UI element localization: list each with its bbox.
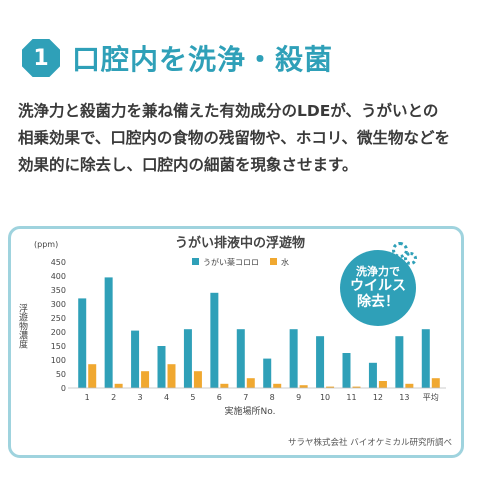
chart-title: うがい排液中の浮遊物 bbox=[175, 235, 305, 251]
y-axis-ticks: 0 50 100 150 200 250 300 350 400 450 bbox=[51, 258, 66, 393]
x-tick-label: 2 bbox=[111, 393, 116, 402]
bar-gargle bbox=[316, 336, 325, 388]
legend-swatch-water bbox=[270, 258, 277, 265]
y-tick-label: 250 bbox=[51, 314, 66, 323]
x-tick-label: 11 bbox=[346, 393, 356, 402]
bar-water bbox=[378, 381, 387, 388]
bar-water bbox=[273, 383, 282, 388]
y-tick-label: 100 bbox=[51, 356, 66, 365]
y-tick-label: 450 bbox=[51, 258, 66, 267]
y-axis-label: 浮遊物濃度 bbox=[17, 302, 28, 349]
legend: うがい薬コロロ 水 bbox=[192, 257, 289, 267]
legend-swatch-gargle bbox=[192, 258, 199, 265]
callout-line-3: 除去！ bbox=[357, 294, 399, 311]
x-tick-label: 3 bbox=[138, 393, 143, 402]
x-tick-label: 9 bbox=[296, 393, 301, 402]
x-tick-label: 8 bbox=[270, 393, 275, 402]
x-tick-label: 12 bbox=[373, 393, 383, 402]
bar-water bbox=[246, 378, 255, 388]
bars bbox=[78, 277, 440, 388]
bar-water bbox=[326, 386, 335, 388]
bar-water bbox=[220, 383, 229, 388]
y-tick-label: 300 bbox=[51, 300, 66, 309]
legend-label-gargle: うがい薬コロロ bbox=[203, 257, 259, 267]
bar-water bbox=[167, 364, 176, 388]
description-text: 洗浄力と殺菌力を兼ね備えた有効成分のLDEが、うがいとの 相乗効果で、口腔内の食… bbox=[18, 98, 468, 179]
x-axis-ticks: 1 2 3 4 5 6 7 8 9 10 11 12 13 平均 bbox=[85, 392, 439, 402]
bar-gargle bbox=[210, 292, 219, 388]
bar-gargle bbox=[368, 362, 377, 388]
y-tick-label: 0 bbox=[61, 384, 66, 393]
bar-water bbox=[141, 371, 150, 388]
x-tick-label: 6 bbox=[217, 393, 222, 402]
bar-gargle bbox=[421, 329, 430, 388]
x-tick-label: 7 bbox=[243, 393, 248, 402]
bar-gargle bbox=[342, 353, 351, 388]
section-header: 1 口腔内を洗浄・殺菌 bbox=[22, 38, 333, 78]
bar-gargle bbox=[263, 358, 272, 388]
bar-gargle bbox=[236, 329, 245, 388]
x-tick-label: 5 bbox=[190, 393, 195, 402]
bar-gargle bbox=[78, 298, 87, 388]
callout-badge: 洗浄力で ウイルス 除去！ bbox=[340, 250, 416, 326]
description-line: 洗浄力と殺菌力を兼ね備えた有効成分のLDEが、うがいとの bbox=[18, 102, 439, 120]
bar-water bbox=[193, 371, 202, 388]
description-line: 相乗効果で、口腔内の食物の残留物や、ホコリ、微生物などを bbox=[18, 129, 450, 147]
bar-water bbox=[431, 378, 440, 388]
y-tick-label: 400 bbox=[51, 272, 66, 281]
x-tick-label: 平均 bbox=[423, 392, 439, 402]
x-tick-label: 10 bbox=[320, 393, 330, 402]
section-title: 口腔内を洗浄・殺菌 bbox=[72, 43, 334, 76]
bar-water bbox=[405, 383, 414, 388]
description-line: 効果的に除去し、口腔内の細菌を現象させます。 bbox=[18, 156, 358, 174]
bar-gargle bbox=[104, 277, 113, 388]
callout-line-2: ウイルス bbox=[350, 278, 406, 295]
bar-gargle bbox=[289, 329, 298, 388]
x-tick-label: 4 bbox=[164, 393, 169, 402]
x-tick-label: 1 bbox=[85, 393, 90, 402]
section-number-badge: 1 bbox=[22, 39, 60, 77]
gear-icon bbox=[404, 252, 417, 265]
bar-gargle bbox=[183, 329, 192, 388]
y-tick-label: 350 bbox=[51, 286, 66, 295]
x-tick-label: 13 bbox=[399, 393, 409, 402]
source-credit: サラヤ株式会社 バイオケミカル研究所調べ bbox=[288, 438, 452, 448]
y-axis-unit: (ppm) bbox=[34, 240, 58, 249]
bar-water bbox=[114, 383, 123, 388]
y-tick-label: 200 bbox=[51, 328, 66, 337]
x-axis-label: 実施場所No. bbox=[225, 405, 276, 417]
bar-water bbox=[299, 385, 308, 388]
bar-water bbox=[88, 364, 97, 388]
bar-water bbox=[352, 386, 361, 388]
y-tick-label: 150 bbox=[51, 342, 66, 351]
y-tick-label: 50 bbox=[56, 370, 66, 379]
callout-line-1: 洗浄力で bbox=[356, 264, 400, 278]
bar-gargle bbox=[395, 336, 404, 388]
bar-gargle bbox=[157, 346, 166, 388]
legend-label-water: 水 bbox=[281, 257, 289, 267]
bar-gargle bbox=[131, 330, 140, 388]
